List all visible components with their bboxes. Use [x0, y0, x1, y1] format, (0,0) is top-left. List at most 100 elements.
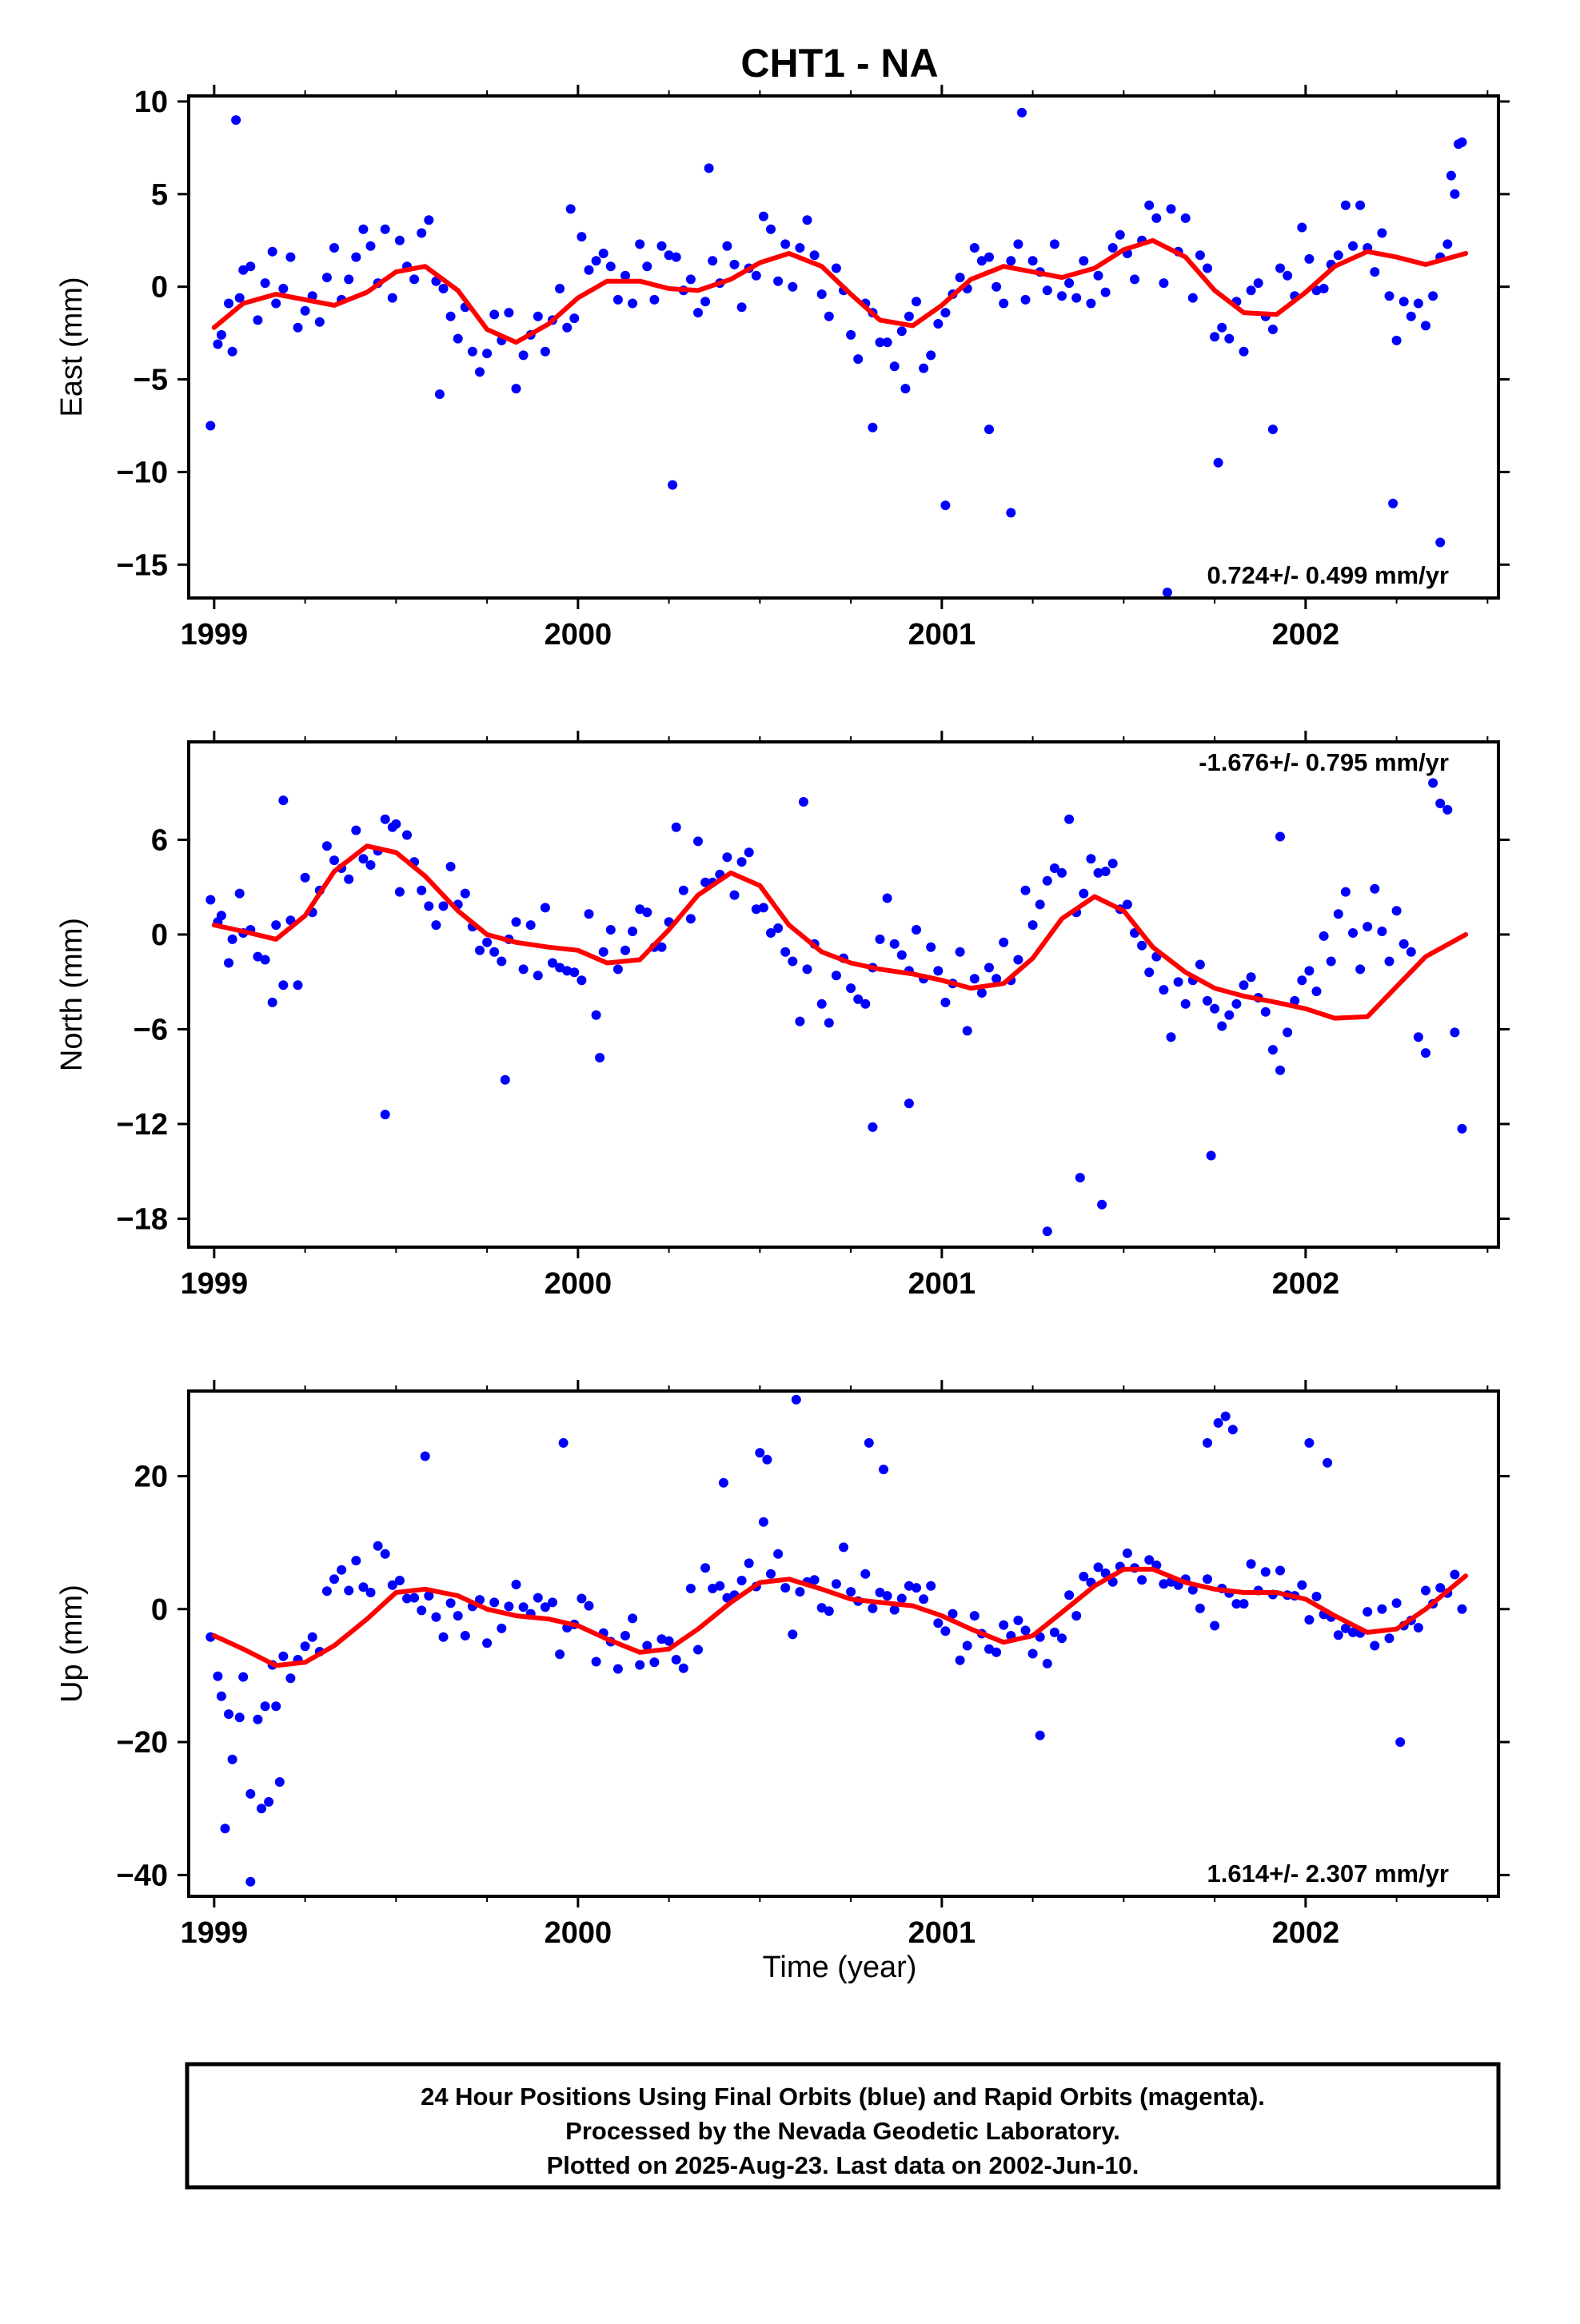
y-tick-label: 5	[151, 178, 168, 212]
footer-line: 24 Hour Positions Using Final Orbits (bl…	[421, 2083, 1265, 2111]
data-point	[558, 1437, 569, 1448]
data-point	[1442, 239, 1453, 249]
data-point	[788, 281, 798, 292]
data-point	[1450, 1569, 1460, 1580]
data-point	[664, 1636, 674, 1646]
data-point	[628, 1613, 638, 1624]
data-point	[816, 1603, 827, 1613]
data-point	[1224, 1010, 1235, 1020]
data-point	[729, 259, 740, 269]
data-point	[984, 963, 994, 973]
data-point	[321, 841, 332, 851]
data-point	[1220, 1411, 1231, 1421]
data-point	[642, 907, 652, 918]
x-tick-label: 1999	[181, 1267, 249, 1301]
data-point	[1333, 250, 1343, 261]
data-point	[991, 974, 1002, 984]
data-point	[1446, 170, 1456, 181]
y-tick-label: 20	[134, 1460, 168, 1493]
data-point	[1203, 263, 1212, 273]
data-point	[1231, 1599, 1242, 1609]
data-point	[1377, 927, 1387, 936]
data-point	[555, 963, 565, 973]
data-point	[635, 904, 645, 915]
y-tick-label: 0	[151, 919, 168, 952]
data-point	[984, 425, 994, 435]
data-point	[584, 265, 594, 275]
data-point	[387, 293, 397, 303]
east-trend-line	[211, 237, 1469, 345]
data-point	[649, 294, 660, 305]
data-point	[504, 1601, 514, 1612]
data-point	[1388, 498, 1398, 508]
data-point	[991, 281, 1002, 292]
data-point	[1107, 243, 1118, 253]
data-point	[860, 999, 871, 1009]
data-point	[1454, 139, 1463, 149]
east-y-axis-label: East (mm)	[55, 277, 89, 417]
data-point	[875, 1588, 885, 1597]
data-point	[824, 311, 834, 321]
data-point	[598, 249, 608, 258]
data-point	[1421, 321, 1430, 331]
data-point	[445, 311, 456, 321]
data-point	[1267, 325, 1278, 334]
y-tick-label: 0	[151, 271, 168, 305]
data-point	[620, 270, 630, 281]
data-point	[238, 1672, 249, 1682]
data-point	[1020, 885, 1031, 895]
data-point	[700, 297, 711, 307]
data-point	[562, 966, 573, 976]
data-point	[467, 346, 477, 357]
north-points	[205, 778, 1467, 1237]
data-point	[540, 1602, 550, 1612]
data-point	[213, 1671, 223, 1681]
data-point	[548, 958, 557, 968]
data-point	[853, 994, 864, 1004]
data-point	[1435, 1583, 1446, 1593]
data-point	[595, 1053, 605, 1062]
data-point	[424, 901, 434, 911]
data-point	[1363, 922, 1373, 932]
data-point	[329, 855, 339, 866]
data-point	[1213, 1417, 1223, 1428]
data-point	[984, 252, 994, 262]
data-point	[900, 384, 911, 394]
data-point	[620, 945, 630, 955]
data-point	[1297, 222, 1307, 233]
data-point	[868, 422, 878, 433]
y-tick-label: −5	[134, 364, 168, 397]
data-point	[831, 971, 841, 981]
data-point	[1195, 959, 1205, 970]
data-point	[525, 920, 536, 931]
data-point	[976, 256, 987, 266]
data-point	[1406, 947, 1416, 957]
data-point	[402, 830, 412, 840]
data-point	[1203, 995, 1212, 1006]
data-point	[1042, 1226, 1052, 1237]
data-point	[278, 284, 289, 293]
data-point	[1421, 1048, 1430, 1058]
data-point	[780, 1583, 791, 1593]
data-point	[824, 1606, 834, 1616]
x-tick-label: 1999	[181, 1916, 249, 1950]
data-point	[1107, 859, 1118, 869]
data-point	[358, 854, 369, 864]
y-tick-label: −15	[117, 548, 168, 582]
data-point	[1213, 457, 1223, 468]
data-point	[816, 289, 827, 299]
data-point	[635, 239, 645, 249]
data-point	[780, 947, 791, 957]
data-point	[685, 914, 696, 924]
data-point	[1013, 239, 1023, 249]
data-point	[1006, 508, 1016, 518]
data-point	[605, 261, 616, 272]
data-point	[227, 934, 237, 944]
data-point	[260, 1701, 270, 1712]
data-point	[751, 270, 761, 281]
data-point	[482, 937, 493, 947]
data-point	[1275, 263, 1285, 273]
data-point	[605, 925, 616, 935]
data-point	[969, 974, 980, 984]
data-point	[700, 1563, 711, 1573]
